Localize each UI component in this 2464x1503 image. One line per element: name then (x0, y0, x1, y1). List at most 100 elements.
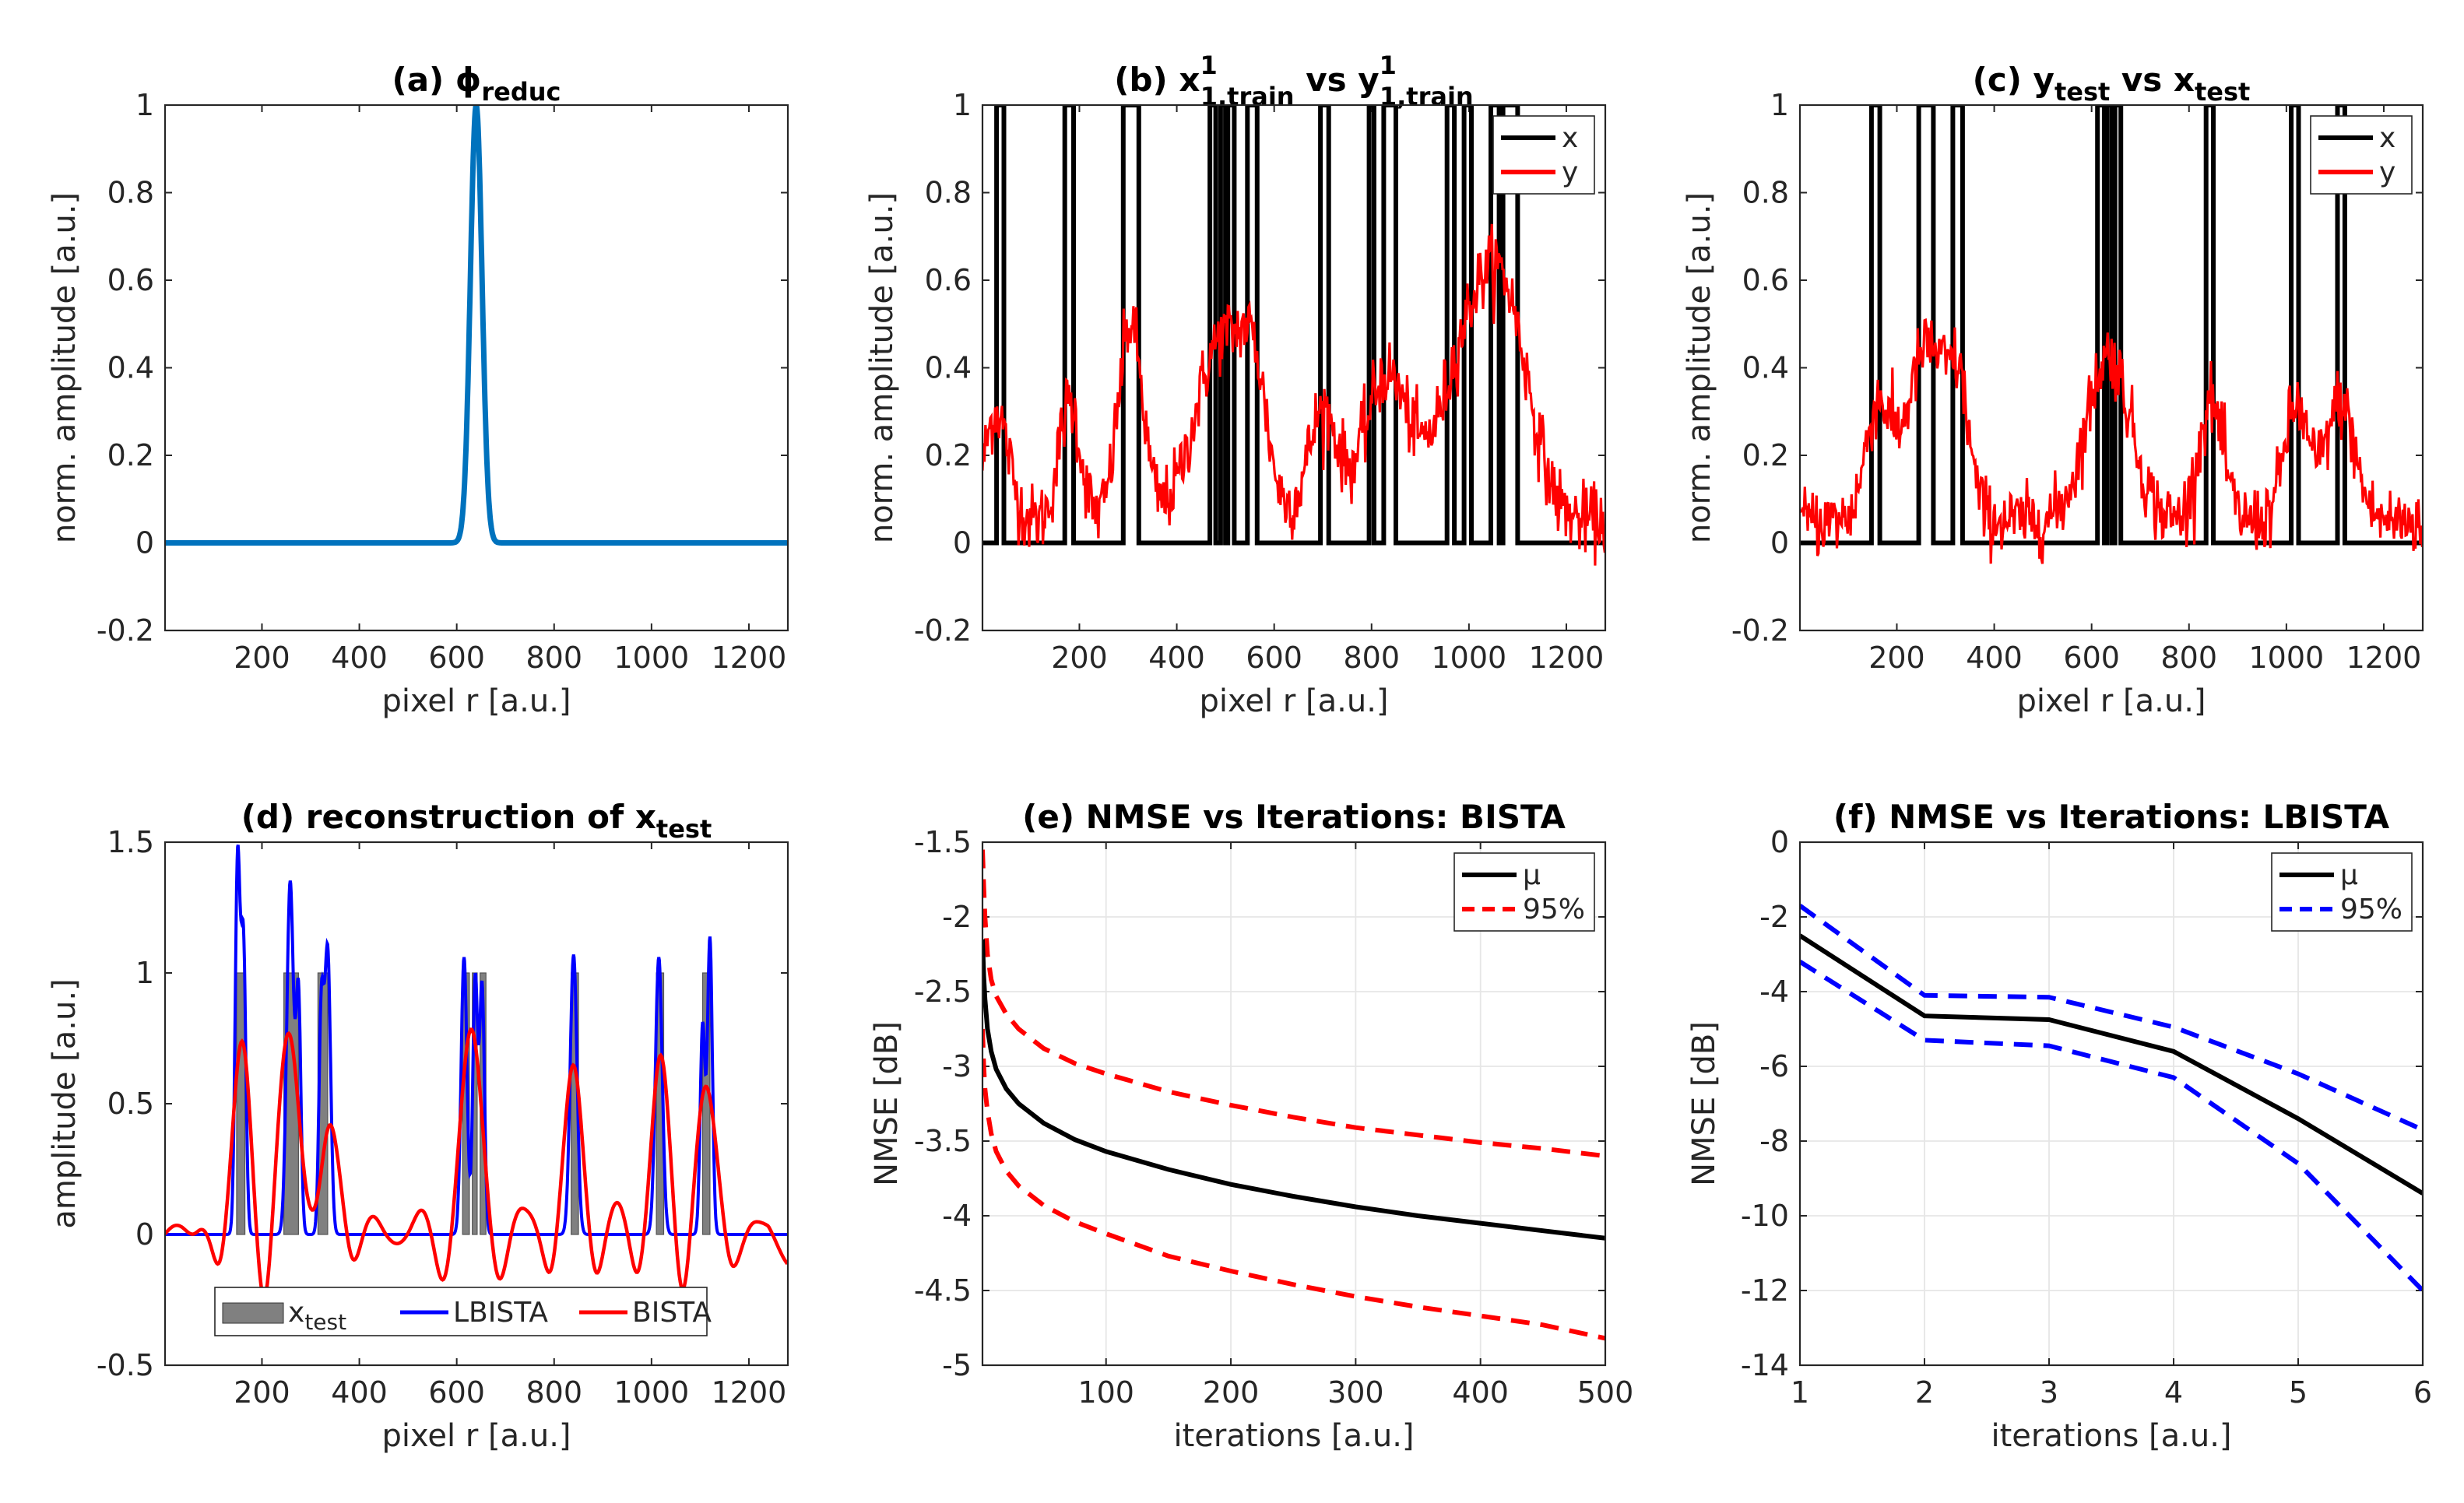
x-tick-label: 100 (1077, 1375, 1134, 1410)
x-tick-label: 400 (331, 1375, 388, 1410)
y-axis-label: amplitude [a.u.] (47, 978, 83, 1228)
title-part: (c) y (1973, 61, 2055, 99)
title-part: (e) NMSE vs Iterations: BISTA (1022, 798, 1566, 836)
x-tick-label: 300 (1327, 1375, 1384, 1410)
y-tick-label: -4 (942, 1199, 972, 1233)
y-axis-label: norm. amplitude [a.u.] (1682, 192, 1717, 543)
x-tick-label: 500 (1577, 1375, 1634, 1410)
series-line-y (982, 223, 1605, 566)
legend-box (2271, 852, 2413, 932)
legend-label: xtest (288, 1297, 346, 1335)
chart-title-e: (e) NMSE vs Iterations: BISTA (1022, 798, 1566, 836)
y-tick-label: -8 (1759, 1124, 1789, 1158)
y-tick-label: -0.2 (97, 613, 154, 648)
plot-frame (163, 841, 789, 1367)
x-tick-label: 1000 (1432, 641, 1507, 675)
y-axis-label: NMSE [dB] (869, 1021, 905, 1186)
plot-frame (981, 841, 1607, 1367)
y-tick-label: 0.8 (1742, 176, 1789, 210)
plot-area-d (165, 845, 788, 1301)
y-tick-label: 1 (135, 88, 154, 122)
x-tick-label: 400 (331, 641, 388, 675)
y-tick-label: -5 (942, 1348, 972, 1382)
x-axis-label: pixel r [a.u.] (381, 1418, 571, 1454)
y-tick-label: 1 (953, 88, 972, 122)
bar-x-test (236, 972, 246, 1235)
legend-label-sub: test (304, 1309, 346, 1335)
legend-label: x (2379, 122, 2395, 154)
series-line-upper-95 (982, 849, 1605, 1159)
x-tick-label: 5 (2289, 1375, 2308, 1410)
y-tick-label: 0 (135, 526, 154, 560)
x-tick-label: 400 (1966, 641, 2023, 675)
legend-b: xy (1492, 115, 1595, 195)
y-tick-label: -4.5 (914, 1273, 972, 1308)
y-tick-label: -3 (942, 1049, 972, 1083)
y-tick-label: 0 (953, 526, 972, 560)
y-tick-label: 1 (135, 956, 154, 990)
plot-area-f (1800, 904, 2423, 1293)
y-tick-label: 0.4 (107, 351, 154, 385)
series-line-lbista (165, 845, 788, 1236)
legend-label: LBISTA (453, 1297, 548, 1329)
y-tick-label: 0.2 (925, 438, 972, 472)
legend-label: y (1562, 156, 1578, 188)
x-tick-label: 200 (1203, 1375, 1260, 1410)
y-tick-label: 0.6 (107, 263, 154, 297)
y-axis-label: norm. amplitude [a.u.] (864, 192, 900, 543)
y-tick-label: 0.2 (107, 438, 154, 472)
plot-area-c (1800, 105, 2423, 564)
legend-swatch (222, 1302, 284, 1324)
x-tick-label: 4 (2164, 1375, 2183, 1410)
y-tick-label: 1.5 (107, 825, 154, 859)
chart-f: (f) NMSE vs Iterations: LBISTA 1 2 3 4 5 6 -14 -… (1686, 798, 2432, 1454)
series-line-mean (982, 939, 1605, 1241)
x-tick-label: 600 (2063, 641, 2120, 675)
x-tick-label: 1200 (712, 1375, 787, 1410)
y-tick-label: -0.5 (97, 1348, 154, 1382)
y-tick-label: 0.2 (1742, 438, 1789, 472)
y-tick-label: 0 (135, 1217, 154, 1252)
y-tick-label: 0.8 (107, 176, 154, 210)
x-tick-label: 200 (1868, 641, 1925, 675)
x-axis-label: pixel r [a.u.] (381, 683, 571, 719)
x-tick-label: 800 (1343, 641, 1400, 675)
x-tick-label: 400 (1452, 1375, 1509, 1410)
title-part: (a) ϕ (392, 61, 482, 99)
legend-label: 95% (2340, 894, 2402, 925)
x-tick-label: 400 (1148, 641, 1205, 675)
plot-frame (1798, 841, 2424, 1367)
plot-area-e (982, 849, 1605, 1341)
legend-e: μ95% (1453, 852, 1595, 932)
y-tick-label: 0.6 (1742, 263, 1789, 297)
x-tick-label: 1200 (2346, 641, 2422, 675)
x-tick-label: 800 (525, 1375, 582, 1410)
x-axis-label: iterations [a.u.] (1173, 1418, 1414, 1454)
title-part: vs x (2110, 61, 2195, 99)
x-tick-label: 800 (2160, 641, 2217, 675)
x-axis-label: pixel r [a.u.] (1199, 683, 1388, 719)
y-tick-label: -2.5 (914, 974, 972, 1009)
y-tick-label: -14 (1741, 1348, 1789, 1382)
legend-d: xtest LBISTA BISTA (214, 1287, 712, 1336)
chart-title-a: (a) ϕreduc (392, 61, 561, 107)
x-tick-label: 1000 (614, 641, 690, 675)
legend-label: μ (1523, 859, 1541, 891)
y-tick-label: -0.2 (914, 613, 972, 648)
legend-label-main: x (288, 1297, 304, 1329)
legend-label: μ (2340, 859, 2358, 891)
title-part: reduc (481, 77, 561, 107)
y-tick-label: -3.5 (914, 1124, 972, 1158)
y-tick-label: -0.2 (1731, 613, 1789, 648)
title-part: vs y (1295, 61, 1380, 99)
chart-e: (e) NMSE vs Iterations: BISTA 100 200 300 40… (869, 798, 1633, 1454)
x-tick-label: 1000 (2249, 641, 2325, 675)
title-part: 1 (1380, 51, 1397, 80)
title-part: (f) NMSE vs Iterations: LBISTA (1833, 798, 2390, 836)
x-tick-label: 3 (2040, 1375, 2058, 1410)
legend-label: x (1562, 122, 1578, 154)
title-part: test (656, 814, 712, 844)
x-tick-label: 1000 (614, 1375, 690, 1410)
